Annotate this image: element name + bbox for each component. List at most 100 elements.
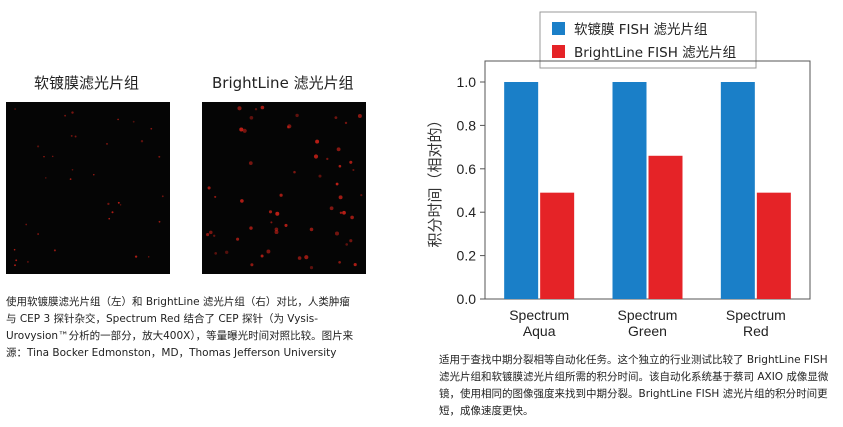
fluorescent-spot: [117, 201, 120, 204]
fluorescent-spot: [25, 223, 28, 226]
legend-label-soft-coat: 软镀膜 FISH 滤光片组: [574, 21, 708, 38]
fluorescent-spot: [140, 140, 144, 143]
fluorescent-spot: [14, 264, 16, 267]
fluorescent-spot: [134, 255, 138, 258]
fluorescent-spot: [318, 174, 322, 178]
legend-swatch-soft-coat: [552, 22, 565, 35]
fluorescent-spot: [161, 195, 164, 198]
fluorescent-spot: [353, 263, 357, 267]
fluorescent-spot: [225, 250, 229, 254]
y-tick-label: 1.0: [457, 74, 477, 90]
fluorescent-spot: [69, 178, 72, 180]
fluorescent-spot: [132, 120, 135, 123]
fluorescent-spot: [344, 121, 348, 125]
fluorescent-spot: [13, 248, 16, 251]
fluorescent-spot: [71, 168, 74, 171]
fluorescent-spot: [51, 155, 54, 158]
legend-label-brightline: BrightLine FISH 滤光片组: [574, 45, 736, 61]
fluorescent-spot: [64, 114, 67, 117]
fluorescent-spot: [15, 259, 18, 262]
fluorescent-spot: [106, 143, 108, 145]
fluorescent-spot: [70, 134, 73, 137]
plot-frame: [484, 60, 811, 300]
fluorescent-spot: [107, 202, 110, 206]
bar-brightline-1: [648, 155, 683, 299]
fluorescent-spot: [350, 215, 354, 220]
fluorescent-spot: [345, 243, 349, 246]
fluorescent-spot: [53, 249, 56, 252]
fluorescent-spot: [74, 135, 77, 138]
y-axis-label: 积分时间（相对的）: [426, 112, 444, 247]
fluorescent-spot: [295, 113, 299, 118]
fluorescent-spot: [209, 230, 213, 235]
fluorescent-spot: [213, 234, 216, 237]
fluorescent-spot: [304, 255, 309, 260]
fluorescent-spot: [275, 211, 280, 216]
fluorescent-spot: [287, 124, 292, 129]
fluorescent-spot: [249, 226, 253, 230]
chart-plot-area: 0.00.20.40.60.81.0积分时间（相对的）SpectrumAquaS…: [426, 60, 811, 339]
bar-soft-coat-0: [504, 82, 539, 299]
fluorescent-spot: [71, 111, 74, 114]
fluorescent-spot: [248, 161, 253, 165]
y-tick-label: 0.6: [457, 161, 477, 177]
fluorescent-spot: [158, 220, 161, 223]
soft-coat-micrograph: [6, 102, 170, 274]
fluorescent-spot: [14, 108, 16, 110]
fluorescent-spot: [349, 239, 353, 243]
fluorescent-spot: [37, 145, 40, 148]
brightline-micrograph: [202, 102, 366, 274]
fluorescent-spot: [93, 173, 95, 176]
fluorescent-spot: [111, 211, 114, 214]
fluorescent-spot: [268, 210, 273, 214]
fluorescent-spot: [334, 231, 340, 236]
fluorescent-spot: [214, 195, 217, 198]
brightline-panel-title: BrightLine 滤光片组: [212, 74, 354, 92]
fluorescent-spot: [147, 256, 150, 258]
y-tick-label: 0.4: [457, 204, 477, 220]
fluorescent-spot: [266, 249, 271, 254]
fluorescent-spot: [250, 263, 254, 267]
fluorescent-spot: [206, 233, 210, 237]
fluorescent-spot: [249, 115, 254, 120]
integration-time-chart: 软镀膜 FISH 滤光片组 BrightLine FISH 滤光片组 0.0 0.2…: [420, 0, 843, 350]
fluorescent-spot: [336, 147, 341, 152]
fluorescent-spot: [150, 127, 153, 130]
fluorescent-spot: [119, 204, 122, 206]
fluorescent-spot: [309, 266, 314, 270]
x-category-label: Spectrum: [618, 307, 678, 323]
fluorescent-spot: [43, 155, 45, 158]
fluorescent-spot: [309, 227, 314, 232]
fluorescent-spot: [214, 252, 218, 255]
legend-swatch-brightline: [552, 45, 565, 58]
bar-brightline-0: [540, 192, 575, 299]
fluorescent-spot: [260, 105, 265, 110]
fluorescent-spot: [117, 118, 119, 121]
chart-legend: 软镀膜 FISH 滤光片组 BrightLine FISH 滤光片组: [539, 11, 757, 69]
fluorescent-spot: [338, 260, 341, 264]
fluorescent-spot: [315, 139, 320, 144]
y-tick-label: 0.8: [457, 117, 477, 133]
fluorescent-spot: [329, 206, 334, 211]
fluorescent-spot: [274, 230, 279, 235]
fluorescent-spot: [158, 155, 161, 158]
fluorescent-spot: [342, 210, 346, 215]
fluorescent-spot: [313, 154, 319, 159]
fluorescent-spot: [339, 211, 343, 214]
fluorescent-spot: [240, 199, 244, 203]
soft-coat-panel-title: 软镀膜滤光片组: [34, 74, 140, 92]
legend-box: [539, 11, 757, 69]
micrograph-caption: 使用软镀膜滤光片组（左）和 BrightLine 滤光片组（右）对比，人类肿瘤与…: [6, 296, 354, 359]
bar-brightline-2: [756, 192, 791, 299]
x-category-label: Spectrum: [726, 307, 786, 323]
chart-caption: 适用于查找中期分裂相等自动化任务。这个独立的行业测试比较了 BrightLine…: [439, 354, 829, 417]
y-tick-label: 0.0: [457, 291, 477, 307]
fluorescent-spot: [26, 260, 29, 263]
fluorescent-spot: [334, 116, 338, 119]
soft-coat-micrograph-image: [13, 108, 164, 267]
fluorescent-spot: [357, 114, 362, 118]
x-category-label: Green: [628, 323, 667, 339]
fluorescent-spot: [207, 186, 211, 190]
x-category-label: Red: [743, 323, 769, 339]
fluorescent-spot: [284, 223, 288, 227]
